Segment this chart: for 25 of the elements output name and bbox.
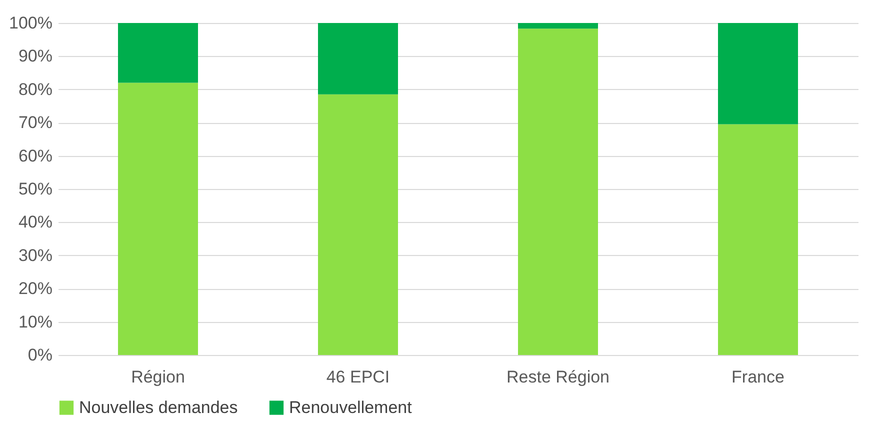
bar (318, 94, 398, 355)
x-tick-label: 46 EPCI (326, 368, 390, 386)
y-tick-label: 40% (18, 212, 52, 232)
bar (318, 23, 398, 94)
bar (118, 82, 198, 355)
legend-label: Renouvellement (289, 398, 412, 417)
bar (518, 28, 598, 355)
x-tick-label: Reste Région (506, 368, 610, 386)
y-tick-label: 70% (18, 113, 52, 132)
y-tick-label: 30% (18, 246, 52, 265)
y-tick-label: 0% (28, 346, 52, 364)
x-tick-label: Région (131, 368, 185, 386)
y-tick-label: 10% (18, 312, 52, 332)
x-tick-label: France (732, 368, 784, 386)
y-tick-label: 80% (18, 80, 52, 99)
legend-label: Nouvelles demandes (79, 398, 238, 417)
bar (118, 23, 198, 83)
y-tick-label: 50% (18, 180, 52, 198)
y-tick-label: 100% (9, 14, 52, 32)
y-tick-label: 90% (18, 46, 52, 66)
y-tick-label: 60% (18, 146, 52, 166)
y-tick-label: 20% (18, 279, 52, 298)
bar (518, 23, 598, 29)
bar (718, 124, 798, 355)
bar (718, 23, 798, 124)
